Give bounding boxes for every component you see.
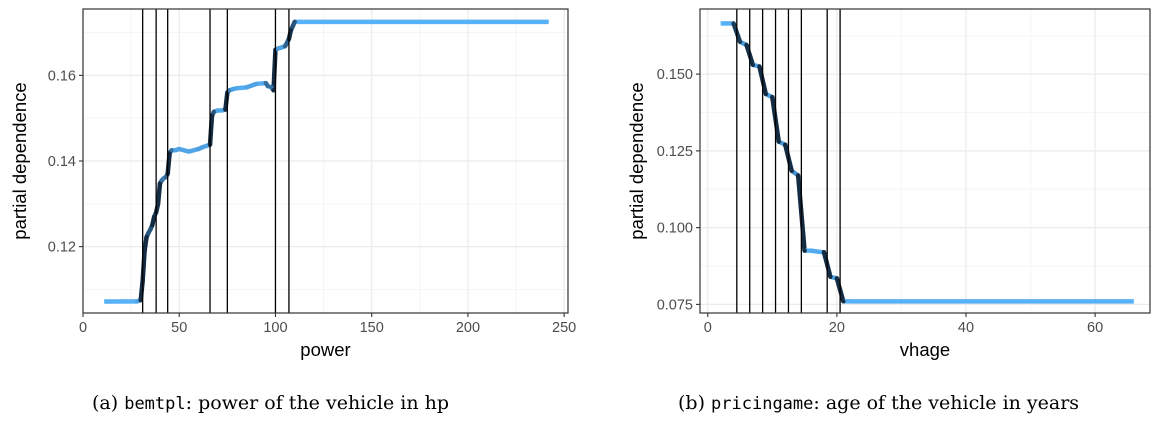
caption-b-code: pricingame	[711, 394, 814, 414]
pd-point	[275, 46, 280, 52]
pd-point	[783, 142, 788, 147]
pd-point	[209, 113, 215, 119]
pd-point	[230, 86, 236, 92]
pd-point	[148, 227, 153, 232]
caption-a-text: : power of the vehicle in hp	[185, 392, 450, 414]
pd-point	[215, 108, 220, 113]
pd-point	[169, 148, 174, 153]
pd-point	[292, 19, 297, 25]
pd-point	[802, 248, 807, 253]
pd-point	[724, 21, 730, 26]
x-tick-label: 50	[171, 320, 187, 336]
pd-point	[808, 248, 814, 253]
pd-point	[200, 145, 205, 150]
panel-border	[699, 8, 1151, 314]
pd-point	[173, 148, 178, 153]
x-tick-label: 200	[456, 320, 480, 336]
pd-point	[254, 81, 259, 87]
pd-point	[282, 44, 288, 49]
y-tick-label: 0.14	[48, 154, 76, 170]
x-tick-label: 100	[263, 320, 287, 336]
y-tick-label: 0.075	[657, 297, 693, 313]
pd-point	[1028, 299, 1033, 304]
pd-point	[186, 149, 192, 154]
y-tick-label: 0.100	[657, 221, 693, 237]
y-axis-title: partial dependence	[626, 82, 647, 239]
pd-line-segment	[155, 183, 163, 205]
pd-point	[203, 143, 209, 149]
y-tick-label: 0.16	[48, 68, 76, 84]
pd-point	[731, 21, 736, 26]
pd-point	[119, 299, 124, 304]
pd-point	[177, 146, 182, 152]
x-tick-label: 20	[829, 320, 845, 336]
caption-b-text: : age of the vehicle in years	[813, 392, 1080, 414]
pd-point	[815, 249, 820, 254]
pd-point	[828, 274, 833, 279]
pd-point	[163, 175, 168, 180]
pd-point	[795, 173, 801, 178]
pd-point	[244, 85, 249, 90]
y-tick-label: 0.150	[657, 67, 693, 83]
pd-point	[134, 299, 140, 304]
pd-point	[770, 94, 775, 100]
x-axis-title: vhage	[900, 339, 950, 360]
pd-point	[152, 214, 157, 219]
caption-a: (a) bemtpl: power of the vehicle in hp	[92, 392, 449, 414]
x-tick-label: 0	[79, 320, 87, 336]
x-tick-label: 0	[704, 320, 712, 336]
pd-point	[834, 276, 840, 281]
pd-point	[963, 299, 969, 304]
pd-point	[227, 88, 232, 93]
pd-point	[737, 39, 743, 45]
caption-a-prefix: (a)	[92, 392, 125, 414]
pd-point	[465, 19, 471, 25]
pd-point	[789, 168, 794, 174]
x-tick-label: 40	[958, 320, 974, 336]
pd-point	[265, 83, 270, 89]
x-tick-label: 60	[1087, 320, 1103, 336]
pd-point	[744, 42, 749, 48]
pd-point	[196, 146, 201, 152]
y-axis-title: partial dependence	[9, 82, 30, 239]
pd-point	[847, 299, 852, 304]
pd-point	[750, 62, 756, 68]
chart-panel-power: 0 50 100 150 200 250 0.12 0.14 0.16 power partial …	[9, 8, 576, 360]
pd-point	[211, 109, 217, 114]
pd-point	[821, 250, 827, 255]
pd-point	[776, 139, 781, 144]
pd-point	[138, 297, 143, 303]
chart-panel-vhage: 0 20 40 60 0.075 0.100 0.125 0.150 vhage partial …	[626, 8, 1151, 360]
y-tick-label: 0.12	[48, 240, 76, 256]
caption-a-code: bemtpl	[124, 394, 186, 414]
pd-point	[279, 45, 284, 50]
pd-point	[150, 223, 155, 228]
pd-point	[234, 86, 240, 91]
caption-b: (b) pricingame: age of the vehicle in ye…	[678, 392, 1079, 414]
caption-b-prefix: (b)	[678, 392, 712, 414]
pd-line-segment	[142, 236, 149, 252]
pd-point	[369, 19, 374, 25]
y-tick-label: 0.125	[657, 144, 693, 160]
x-tick-label: 150	[360, 320, 384, 336]
pd-point	[142, 248, 147, 254]
pd-point	[146, 230, 151, 236]
pd-point	[219, 108, 224, 113]
pd-point	[841, 299, 846, 304]
pd-point	[899, 299, 904, 304]
x-axis-title: power	[300, 339, 350, 360]
pd-point	[144, 235, 149, 240]
pd-point	[223, 107, 228, 112]
pd-point	[1092, 299, 1098, 304]
pd-point	[288, 28, 294, 33]
pd-point	[757, 64, 762, 69]
pd-point	[271, 88, 276, 93]
x-tick-label: 250	[552, 320, 576, 336]
pd-point	[155, 201, 161, 207]
pd-point	[763, 91, 769, 97]
